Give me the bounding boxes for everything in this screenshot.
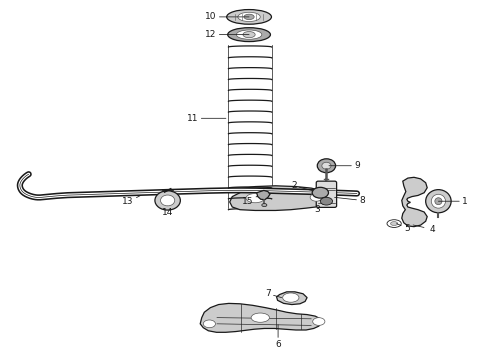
Ellipse shape	[236, 30, 262, 39]
Text: 7: 7	[265, 289, 282, 298]
Ellipse shape	[435, 198, 442, 205]
Text: 1: 1	[439, 197, 468, 206]
Ellipse shape	[244, 14, 254, 19]
Ellipse shape	[243, 32, 255, 38]
Ellipse shape	[426, 190, 451, 213]
Polygon shape	[276, 292, 307, 305]
Text: 8: 8	[335, 196, 365, 205]
Text: 15: 15	[242, 193, 263, 206]
Ellipse shape	[161, 195, 175, 206]
Ellipse shape	[238, 12, 260, 22]
Polygon shape	[230, 186, 333, 211]
Ellipse shape	[228, 28, 270, 41]
Text: 9: 9	[329, 161, 360, 170]
Ellipse shape	[387, 220, 401, 228]
Text: 13: 13	[122, 195, 141, 207]
Text: 14: 14	[162, 201, 173, 217]
Ellipse shape	[262, 203, 267, 207]
Ellipse shape	[310, 193, 322, 201]
Text: 4: 4	[413, 225, 435, 234]
Ellipse shape	[317, 159, 336, 173]
Ellipse shape	[320, 197, 333, 205]
Text: 6: 6	[275, 325, 281, 349]
Text: 2: 2	[291, 181, 320, 193]
Ellipse shape	[431, 194, 445, 208]
Polygon shape	[402, 177, 427, 227]
Ellipse shape	[283, 293, 299, 302]
FancyBboxPatch shape	[316, 181, 337, 207]
Ellipse shape	[246, 193, 264, 203]
Text: 3: 3	[315, 201, 326, 214]
Text: 5: 5	[397, 224, 410, 233]
Ellipse shape	[227, 10, 271, 24]
Ellipse shape	[391, 222, 398, 225]
Text: 11: 11	[187, 114, 226, 123]
Ellipse shape	[322, 162, 331, 169]
Ellipse shape	[251, 313, 270, 322]
Text: 12: 12	[205, 30, 249, 39]
Polygon shape	[200, 303, 321, 332]
Ellipse shape	[313, 318, 325, 325]
Ellipse shape	[312, 187, 328, 198]
Ellipse shape	[155, 191, 180, 210]
Ellipse shape	[203, 320, 216, 328]
Text: 10: 10	[205, 12, 249, 21]
Polygon shape	[257, 190, 270, 200]
